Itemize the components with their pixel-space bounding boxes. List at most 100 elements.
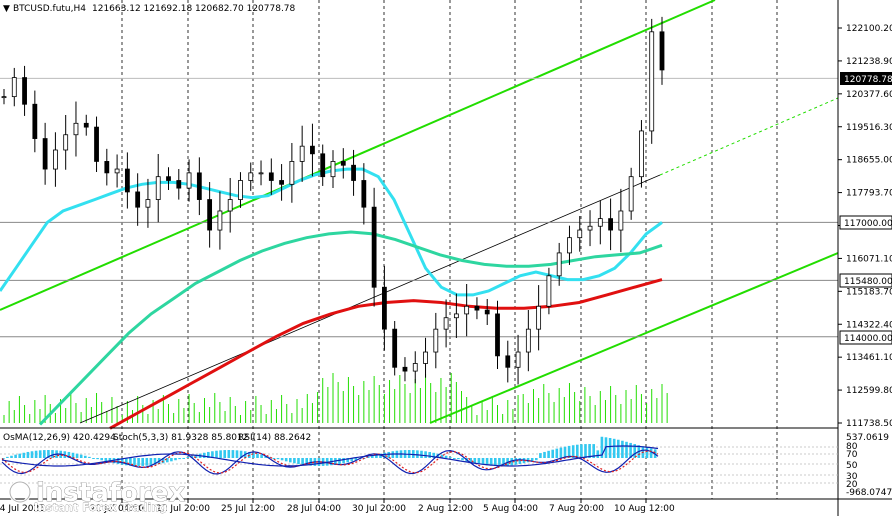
candle-body [11, 77, 17, 98]
osma-bar [428, 451, 431, 458]
level-box-115480 [839, 273, 892, 288]
osma-bar [555, 448, 559, 458]
candle-body [53, 149, 58, 170]
osma-bar [186, 456, 190, 458]
osma-bar [22, 452, 26, 458]
price-tick-label: 112599.80 [846, 386, 892, 396]
osma-bar [354, 458, 358, 461]
indicator-tick-label: 30 [846, 472, 858, 482]
logo-brand: instaforex [36, 478, 186, 508]
osma-bar [514, 458, 518, 465]
stoch-main-line [1, 449, 659, 475]
indicator-tick-label: 537.0619 [846, 433, 889, 443]
osma-bar [612, 438, 616, 458]
osma-bar [498, 458, 501, 466]
candle-body [299, 145, 305, 162]
candle-body [423, 351, 428, 364]
candle-body [587, 225, 593, 231]
candle-body [495, 313, 500, 357]
osma-bar [461, 458, 464, 461]
candle-body [453, 313, 459, 319]
osma-bar [444, 455, 448, 458]
osma-bar [297, 458, 300, 465]
level-label-117000: 117000.00 [844, 219, 892, 229]
candle-body [567, 237, 572, 254]
osma-bar [194, 454, 198, 458]
osma-bar [535, 458, 538, 461]
osma-bar [10, 455, 13, 458]
price-tick-label: 121238.90 [846, 57, 892, 67]
candlesticks [1, 16, 665, 385]
candle-body [402, 366, 408, 372]
candle-body [186, 172, 192, 189]
osma-bar [190, 455, 194, 458]
osma-bar [592, 444, 595, 458]
price-tick-label: 114322.40 [846, 320, 892, 330]
osma-bar [215, 450, 218, 458]
channel-mid [79, 174, 661, 424]
osma-bar [424, 451, 427, 458]
osma-bar [84, 455, 87, 458]
trend-channel [0, 0, 839, 424]
osma-bar [305, 458, 308, 466]
candle-body [217, 210, 223, 231]
candle-body [628, 176, 634, 212]
osma-bar [141, 458, 144, 466]
horizontal-levels [0, 77, 838, 338]
osma-bar [38, 450, 42, 458]
osma-bar [649, 448, 653, 458]
osma-bar [231, 450, 235, 458]
osma-bar [145, 458, 149, 466]
candle-body [145, 199, 151, 208]
osma-bar [125, 458, 128, 466]
osma-bar [207, 451, 210, 458]
osma-bar [239, 450, 243, 458]
osma-bar [485, 458, 489, 466]
symbol-arrow-icon: ▼ [3, 4, 10, 14]
candle-body [330, 161, 336, 178]
osma-bar [227, 450, 231, 458]
osma-bar [371, 455, 374, 458]
osma-bar [440, 454, 444, 458]
osma-bar [79, 454, 83, 458]
osma-bar [26, 451, 30, 458]
candle-body [114, 168, 120, 174]
osma-bar [252, 452, 255, 458]
osma-bar [489, 458, 493, 466]
osma-bar [502, 458, 505, 466]
price-tick-label: 113461.10 [846, 353, 892, 363]
time-axis: 14 Jul 2025 21 Jul 04:00 22 Jul 20:00 25 Ju… [0, 499, 675, 514]
osma-bar [567, 445, 571, 458]
osma-bar [375, 454, 378, 458]
osma-bar [51, 450, 54, 458]
osma-bar [338, 458, 341, 465]
osma-bar [202, 452, 206, 458]
candle-body [310, 145, 315, 155]
stoch-signal-line [1, 450, 659, 474]
candle-body [649, 31, 655, 132]
price-tick-label: 116071.10 [846, 254, 892, 264]
current-price-label: 120778.78 [844, 75, 892, 85]
osma-bar [518, 458, 522, 465]
osma-bar [223, 450, 226, 458]
candle-body [556, 252, 562, 277]
osma-bar [596, 450, 600, 458]
candle-body [361, 180, 367, 208]
osma-bar [416, 450, 419, 458]
osma-label: OsMA(12,26,9) 420.4294 [3, 433, 116, 443]
osma-bar [96, 458, 99, 460]
candle-body [474, 305, 480, 311]
osma-bar [280, 458, 284, 461]
osma-bar [71, 452, 75, 458]
osma-bar [510, 458, 513, 466]
candle-body [351, 164, 356, 181]
osma-bar [284, 458, 288, 462]
osma-bar [161, 458, 165, 464]
price-tick-label: 111738.50 [846, 419, 892, 429]
candle-body [176, 180, 182, 189]
osma-bar [559, 447, 563, 458]
osma-bar [473, 458, 477, 464]
osma-bar [625, 441, 628, 458]
osma-bar [18, 453, 21, 458]
